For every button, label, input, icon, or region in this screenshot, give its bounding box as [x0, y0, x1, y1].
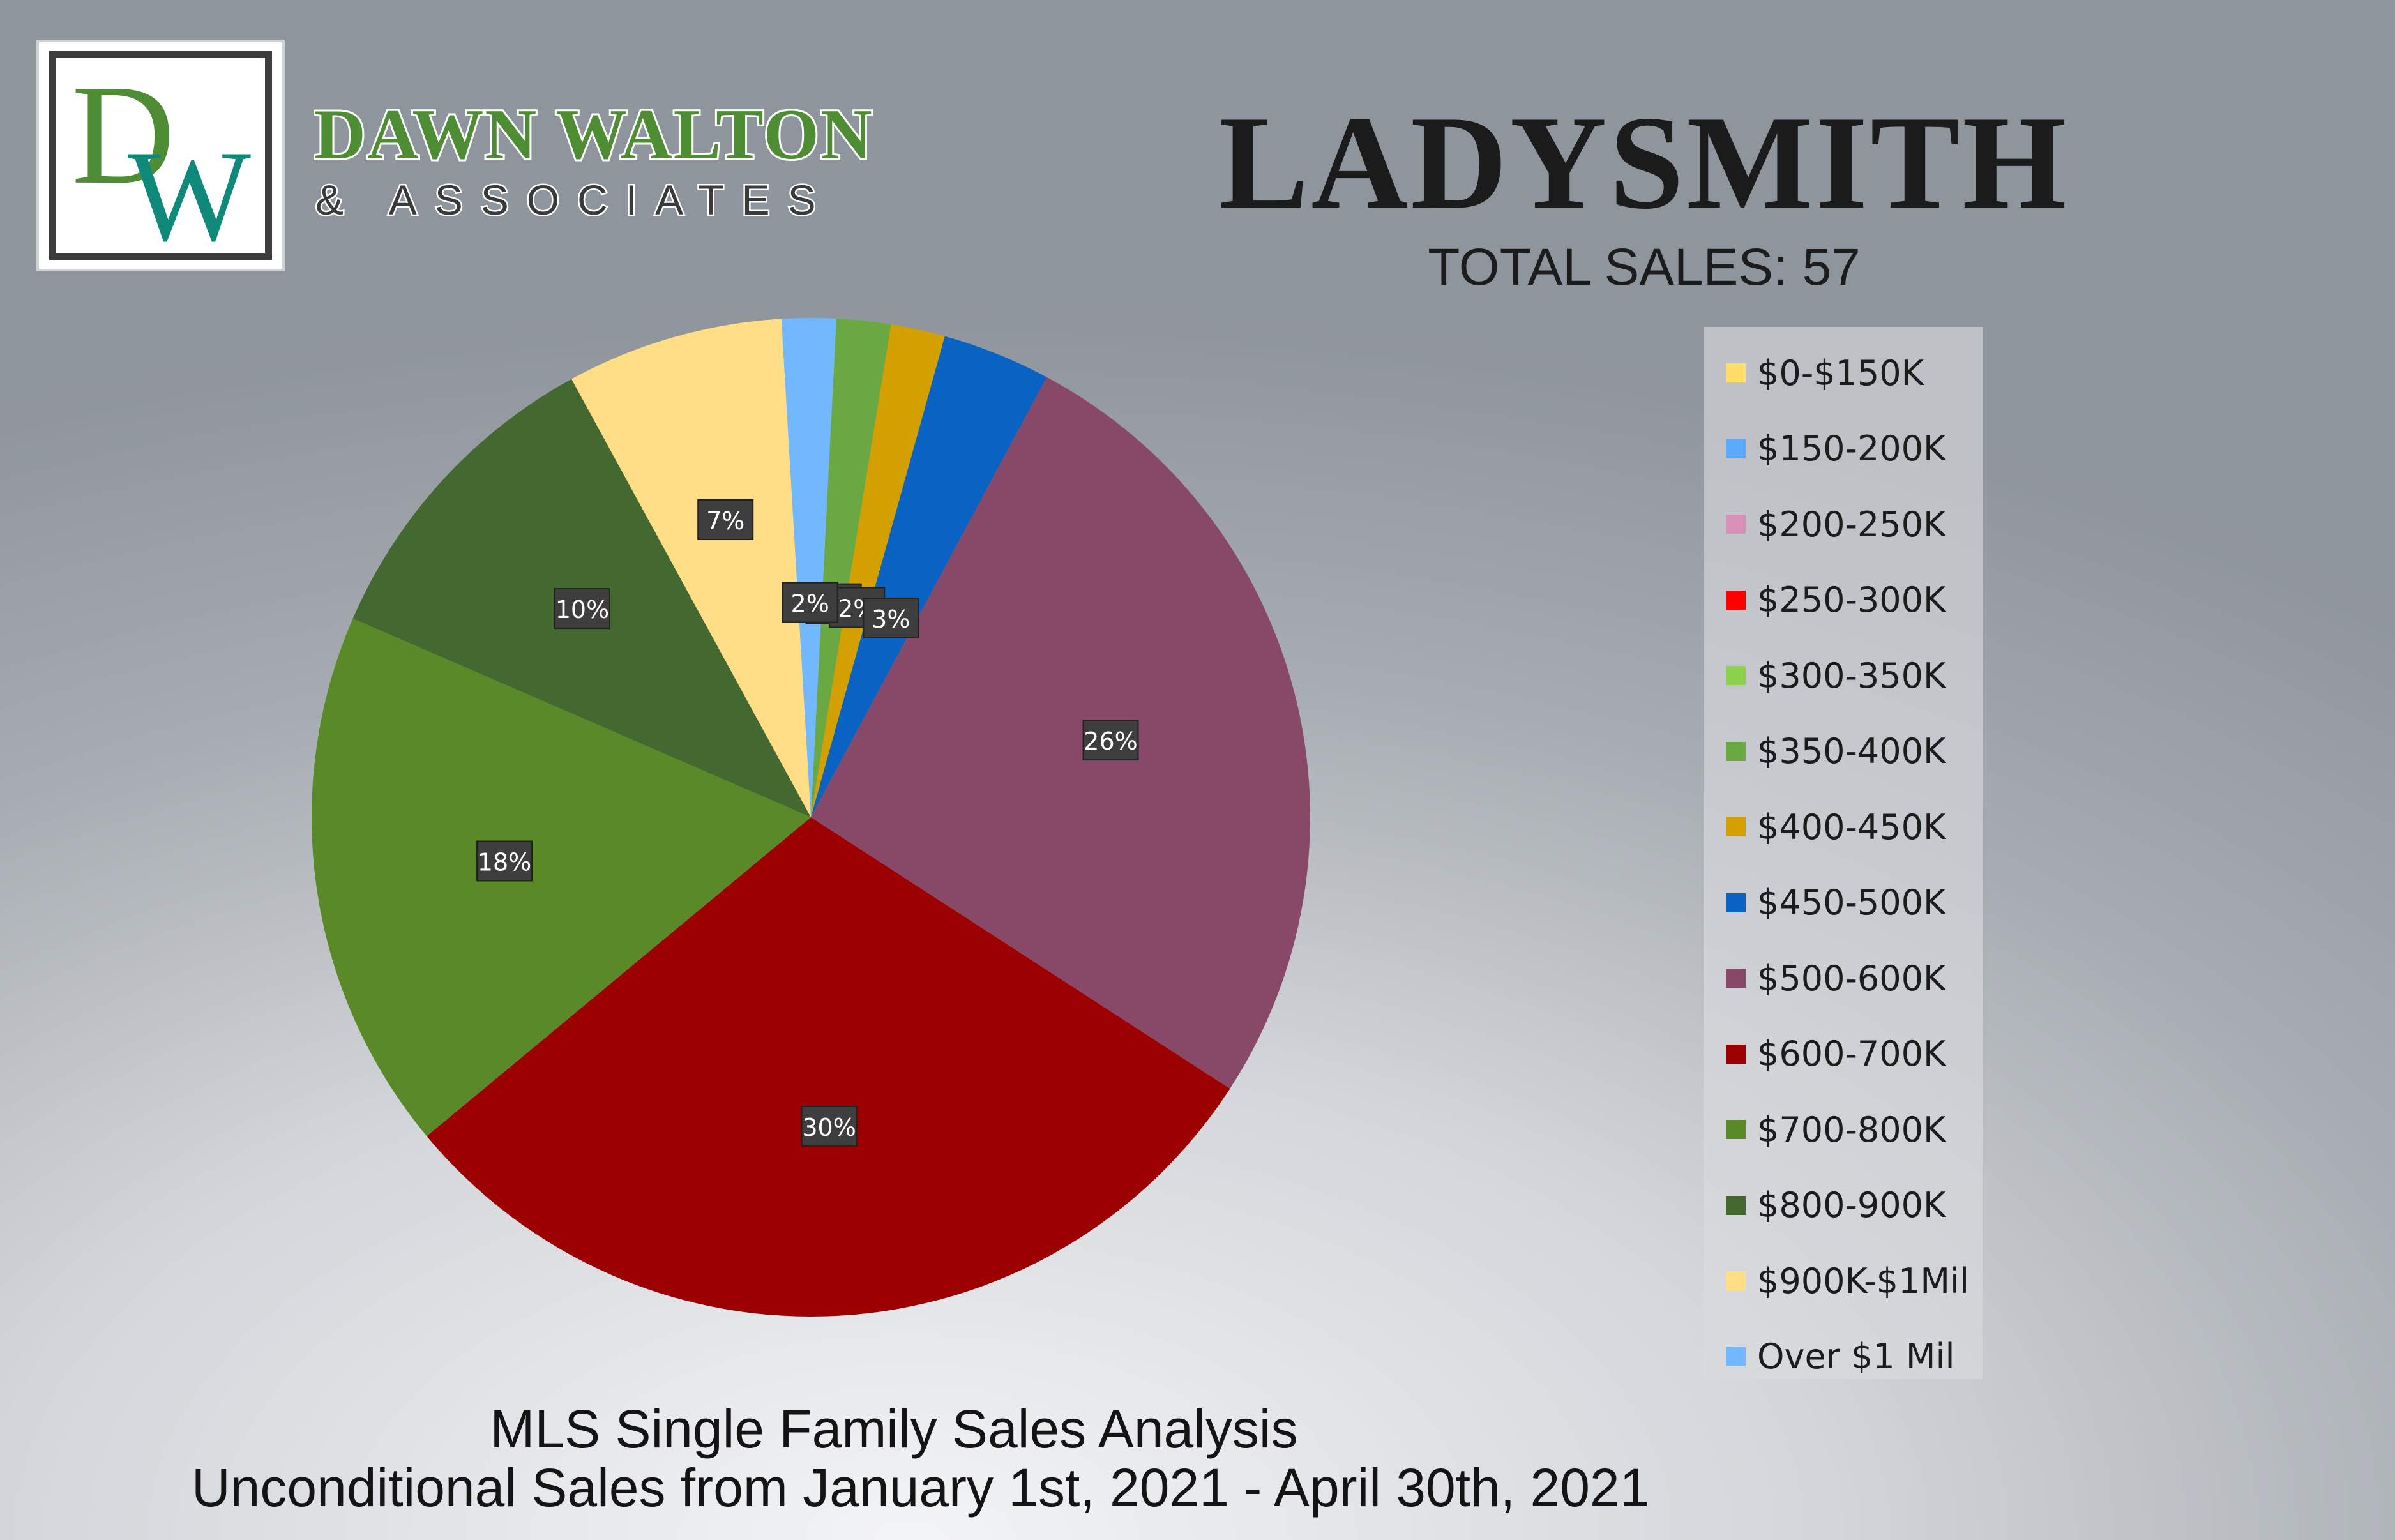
legend-item: $600-700K [1726, 1029, 1945, 1080]
chart-title: LADYSMITH [1219, 89, 2069, 237]
legend-swatch [1726, 893, 1746, 912]
legend-label: $300-350K [1757, 655, 1946, 696]
brand-logo: D W [36, 40, 285, 271]
brand-wordmark: DAWN WALTON & ASSOCIATES [313, 93, 874, 225]
data-label-text: 18% [478, 848, 531, 876]
legend-item: $500-600K [1726, 953, 1945, 1004]
legend-swatch [1726, 363, 1746, 382]
legend-item: $200-250K [1726, 499, 1945, 550]
pie-slice-900k-1mil [571, 319, 811, 817]
pie-chart: 2%2%3%26%30%18%10%7%2% [311, 317, 1310, 1317]
pie-slice-700-800k [311, 618, 811, 1136]
legend-swatch [1726, 741, 1746, 761]
legend-item: $900K-$1Mil [1726, 1255, 1969, 1306]
chart-date-range: Unconditional Sales from January 1st, 20… [192, 1458, 1650, 1518]
legend-label: $0-$150K [1757, 352, 1924, 393]
data-label: 30% [801, 1105, 858, 1147]
data-label: 2% [782, 582, 838, 623]
brand-name: DAWN WALTON [314, 95, 873, 174]
chart-subtitle: MLS Single Family Sales Analysis [490, 1399, 1298, 1459]
data-label-text: 7% [706, 507, 744, 535]
legend-label: $200-250K [1757, 504, 1946, 545]
legend-label: Over $1 Mil [1757, 1336, 1955, 1377]
legend-label: $900K-$1Mil [1757, 1260, 1969, 1301]
legend-swatch [1726, 969, 1746, 988]
data-label-text: 2% [791, 590, 829, 618]
legend-item: $700-800K [1726, 1104, 1945, 1155]
legend-item: $300-350K [1726, 650, 1945, 701]
legend-item: $250-300K [1726, 575, 1945, 626]
data-label-text: 10% [555, 596, 609, 624]
legend-item: $800-900K [1726, 1180, 1945, 1231]
legend-label: $450-500K [1757, 882, 1946, 923]
pie-slice-600-700k [427, 817, 1230, 1317]
data-label-text: 3% [872, 605, 910, 633]
legend-label: $700-800K [1757, 1109, 1946, 1150]
legend-swatch [1726, 515, 1746, 534]
legend-item: $150-200K [1726, 423, 1945, 474]
brand-tagline: & ASSOCIATES [315, 176, 834, 223]
pie-slice-350-400k [811, 319, 891, 817]
data-label-text: 26% [1084, 727, 1137, 755]
legend-swatch [1726, 1195, 1746, 1215]
monogram-w: W [128, 125, 251, 253]
dw-monogram: D W [72, 58, 251, 253]
pie-slice-over-1-mil [781, 317, 836, 817]
data-label: 26% [1082, 720, 1139, 761]
pie-slice-400-450k [811, 324, 945, 817]
legend-label: $400-450K [1757, 806, 1946, 847]
total-sales: TOTAL SALES: 57 [1428, 238, 1861, 296]
legend-swatch [1726, 666, 1746, 685]
legend-swatch [1726, 439, 1746, 458]
legend-label: $800-900K [1757, 1185, 1946, 1225]
pie-slice-500-600k [811, 377, 1310, 1089]
legend-label: $250-300K [1757, 580, 1946, 620]
data-label: 10% [554, 588, 610, 630]
legend-label: $150-200K [1757, 428, 1946, 469]
legend-swatch [1726, 590, 1746, 610]
legend-label: $600-700K [1757, 1034, 1946, 1074]
data-label: 18% [476, 840, 533, 882]
legend-label: $350-400K [1757, 731, 1946, 771]
legend-swatch [1726, 1347, 1746, 1366]
legend-item: $400-450K [1726, 801, 1945, 852]
legend-swatch [1726, 1271, 1746, 1290]
data-label-text: 30% [802, 1113, 856, 1142]
legend-swatch [1726, 817, 1746, 836]
chart-legend: $0-$150K $150-200K $200-250K $250-300K $300-… [1704, 327, 1983, 1379]
legend-label: $500-600K [1757, 958, 1946, 999]
data-label: 7% [697, 499, 754, 540]
legend-item: $0-$150K [1726, 347, 1924, 398]
legend-swatch [1726, 1044, 1746, 1064]
logo-frame: D W [49, 51, 272, 260]
legend-item: $450-500K [1726, 877, 1945, 928]
legend-item: Over $1 Mil [1726, 1331, 1955, 1382]
legend-swatch [1726, 1120, 1746, 1139]
legend-item: $350-400K [1726, 726, 1945, 777]
monogram-d: D [72, 58, 175, 214]
pie-slice-450-500k [811, 336, 1047, 817]
data-label: 3% [863, 597, 919, 638]
